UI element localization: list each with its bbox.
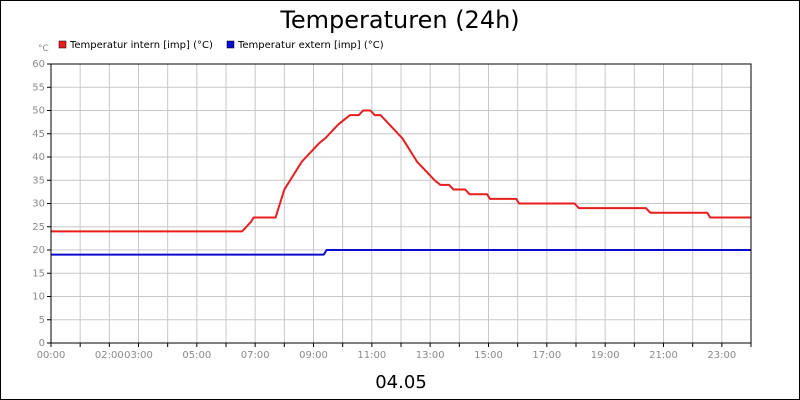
y-tick-label: 50 bbox=[32, 106, 45, 117]
plot-border bbox=[50, 63, 752, 344]
series-line-extern bbox=[51, 249, 751, 256]
x-tick-label: 02:00 bbox=[95, 350, 124, 361]
legend-swatch bbox=[226, 40, 235, 49]
legend: Temperatur intern [imp] (°C) Temperatur e… bbox=[58, 40, 384, 51]
y-tick-label: 30 bbox=[32, 199, 45, 210]
y-tick-label: 20 bbox=[32, 245, 45, 256]
y-tick-label: 0 bbox=[39, 338, 45, 349]
x-tick-label: 03:00 bbox=[124, 350, 153, 361]
chart-title: Temperaturen (24h) bbox=[279, 6, 519, 34]
y-tick-label: 60 bbox=[32, 59, 45, 70]
legend-label: Temperatur intern [imp] (°C) bbox=[69, 40, 213, 51]
x-tick-label: 15:00 bbox=[474, 350, 503, 361]
x-tick-label: 19:00 bbox=[591, 350, 620, 361]
y-tick-label: 45 bbox=[32, 129, 45, 140]
y-tick-label: 10 bbox=[32, 292, 45, 303]
legend-swatch bbox=[58, 40, 67, 49]
x-tick-label: 09:00 bbox=[299, 350, 328, 361]
x-axis-ticks: 00:00 02:00 03:00 05:00 07:00 09:00 11:00 13:00… bbox=[37, 343, 752, 361]
x-tick-label: 13:00 bbox=[416, 350, 445, 361]
gridlines bbox=[50, 63, 752, 344]
y-tick-label: 55 bbox=[32, 82, 45, 93]
x-tick-label: 00:00 bbox=[37, 350, 66, 361]
y-tick-label: 5 bbox=[39, 315, 45, 326]
series-lines bbox=[51, 109, 751, 256]
legend-label: Temperatur extern [imp] (°C) bbox=[237, 40, 384, 51]
x-tick-label: 07:00 bbox=[241, 350, 270, 361]
y-tick-label: 15 bbox=[32, 268, 45, 279]
x-axis-date-label: 04.05 bbox=[375, 372, 427, 393]
series-line-intern bbox=[51, 109, 751, 233]
y-axis-ticks: 0 5 10 15 20 25 30 35 40 45 50 55 60 bbox=[32, 59, 51, 349]
x-tick-label: 17:00 bbox=[532, 350, 561, 361]
x-tick-label: 11:00 bbox=[357, 350, 386, 361]
y-axis-unit-label: °C bbox=[38, 44, 49, 54]
y-tick-label: 25 bbox=[32, 222, 45, 233]
x-tick-label: 23:00 bbox=[707, 350, 736, 361]
x-tick-label: 05:00 bbox=[182, 350, 211, 361]
y-tick-label: 35 bbox=[32, 175, 45, 186]
x-tick-label: 21:00 bbox=[649, 350, 678, 361]
y-tick-label: 40 bbox=[32, 152, 45, 163]
